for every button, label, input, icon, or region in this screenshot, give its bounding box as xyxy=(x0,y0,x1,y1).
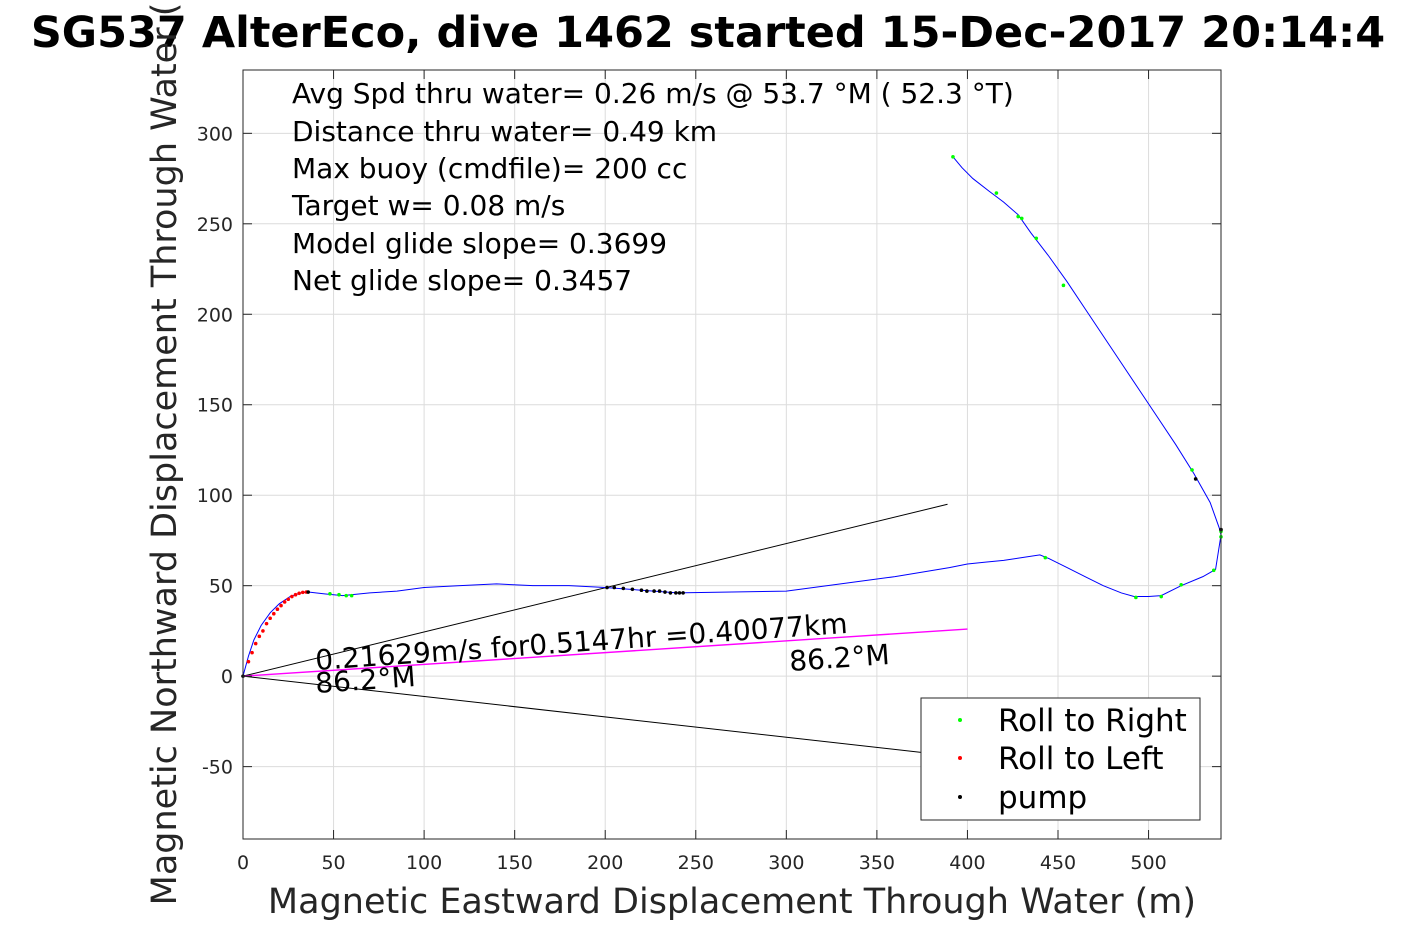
glider-track-line xyxy=(242,156,1222,677)
roll-left-point xyxy=(257,634,262,639)
envelope-line xyxy=(242,503,948,677)
roll-right-point xyxy=(1211,568,1216,573)
roll-right-point xyxy=(328,592,332,596)
legend-label-roll-right: Roll to Right xyxy=(998,703,1187,739)
stat-avg-speed: Avg Spd thru water= 0.26 m/s @ 53.7 °M (… xyxy=(292,77,1014,110)
envelope-line xyxy=(242,675,968,759)
roll-left-point xyxy=(300,590,305,595)
y-tick-label: -50 xyxy=(202,757,233,779)
y-tick-label: 50 xyxy=(209,576,233,598)
pump-point xyxy=(657,589,662,593)
legend-label-pump: pump xyxy=(998,780,1087,816)
roll-left-point xyxy=(246,659,251,664)
roll-right-point xyxy=(1019,216,1024,221)
stat-model-glide: Model glide slope= 0.3699 xyxy=(292,227,667,260)
y-tick-label: 0 xyxy=(221,666,233,688)
stat-target-w: Target w= 0.08 m/s xyxy=(291,189,565,222)
chart-title: SG537 AlterEco, dive 1462 started 15-Dec… xyxy=(31,8,1385,58)
heading-label-right: 86.2°M xyxy=(788,638,891,678)
stat-max-buoy: Max buoy (cmdfile)= 200 cc xyxy=(292,152,687,185)
roll-left-point xyxy=(253,641,258,646)
pump-point xyxy=(681,591,685,595)
y-axis-label: Magnetic Northward Displacement Through … xyxy=(145,3,185,906)
pump-point xyxy=(677,591,682,595)
legend-box xyxy=(920,697,1201,821)
x-tick-label: 400 xyxy=(949,852,985,874)
x-tick-label: 350 xyxy=(859,852,895,874)
dive-stats: Avg Spd thru water= 0.26 m/s @ 53.7 °M (… xyxy=(291,77,1014,297)
x-tick-label: 300 xyxy=(768,852,804,874)
roll-left-point xyxy=(250,650,254,655)
roll-right-point xyxy=(994,191,999,195)
roll-right-point xyxy=(344,593,349,598)
roll-right-point xyxy=(951,155,955,159)
legend-marker-roll-left xyxy=(958,756,962,760)
roll-left-point xyxy=(275,607,280,612)
roll-left-point xyxy=(293,592,298,597)
legend-label-roll-left: Roll to Left xyxy=(998,741,1164,777)
roll-right-point xyxy=(337,592,341,597)
y-tick-label: 250 xyxy=(197,214,233,236)
stat-net-glide: Net glide slope= 0.3457 xyxy=(292,264,632,297)
pump-point xyxy=(639,588,644,593)
roll-right-point xyxy=(1134,595,1138,600)
axis-ticks: 0 50 100 150 200 250 300 350 400 450 500 -50 0 50 100 1… xyxy=(197,70,1221,874)
pump-point xyxy=(621,586,626,591)
plot-series xyxy=(241,155,1223,759)
roll-right-point xyxy=(1043,555,1048,560)
depth-averaged-current-line xyxy=(242,628,968,677)
pump-point xyxy=(306,590,311,594)
x-axis-label: Magnetic Eastward Displacement Through W… xyxy=(268,882,1196,922)
roll-left-point xyxy=(271,611,276,616)
legend-marker-pump xyxy=(958,795,962,799)
x-tick-label: 150 xyxy=(497,852,533,874)
pump-point xyxy=(1193,477,1198,481)
roll-left-point xyxy=(290,594,294,599)
y-tick-label: 200 xyxy=(197,304,233,326)
pump-point xyxy=(663,590,667,594)
pump-point xyxy=(612,585,617,590)
roll-right-point xyxy=(1179,582,1183,587)
roll-left-point xyxy=(286,597,291,602)
x-tick-label: 500 xyxy=(1130,852,1166,874)
roll-right-point xyxy=(1190,468,1194,472)
grid-lines xyxy=(242,70,1221,839)
y-tick-label: 150 xyxy=(197,395,233,417)
roll-right-point xyxy=(1034,236,1039,241)
roll-left-point xyxy=(282,600,287,604)
y-tick-label: 100 xyxy=(197,485,233,507)
x-tick-label: 0 xyxy=(237,852,249,874)
legend-marker-roll-right xyxy=(958,718,962,722)
heading-label-left: 86.2°M xyxy=(314,660,417,700)
roll-right-point xyxy=(1016,214,1020,219)
x-tick-label: 100 xyxy=(406,852,442,874)
x-tick-label: 200 xyxy=(587,852,623,874)
roll-left-point xyxy=(264,621,269,626)
x-tick-label: 50 xyxy=(321,852,345,874)
roll-left-point xyxy=(261,629,265,633)
roll-left-point xyxy=(268,616,272,621)
stat-distance: Distance thru water= 0.49 km xyxy=(292,115,717,148)
pump-point xyxy=(605,585,609,590)
axes-box xyxy=(242,69,1222,840)
pump-point xyxy=(630,587,635,592)
roll-left-point xyxy=(297,591,301,596)
roll-right-point xyxy=(349,593,354,598)
legend: Roll to Right Roll to Left pump xyxy=(920,697,1201,821)
roll-left-point xyxy=(279,603,283,608)
pump-point xyxy=(674,591,678,595)
pump-point xyxy=(645,589,649,593)
pump-point xyxy=(652,589,656,593)
x-tick-label: 250 xyxy=(678,852,714,874)
x-tick-label: 450 xyxy=(1040,852,1076,874)
roll-right-point xyxy=(1061,283,1066,288)
roll-right-point xyxy=(1159,594,1164,599)
y-tick-label: 300 xyxy=(197,123,233,145)
pump-point xyxy=(668,591,673,595)
